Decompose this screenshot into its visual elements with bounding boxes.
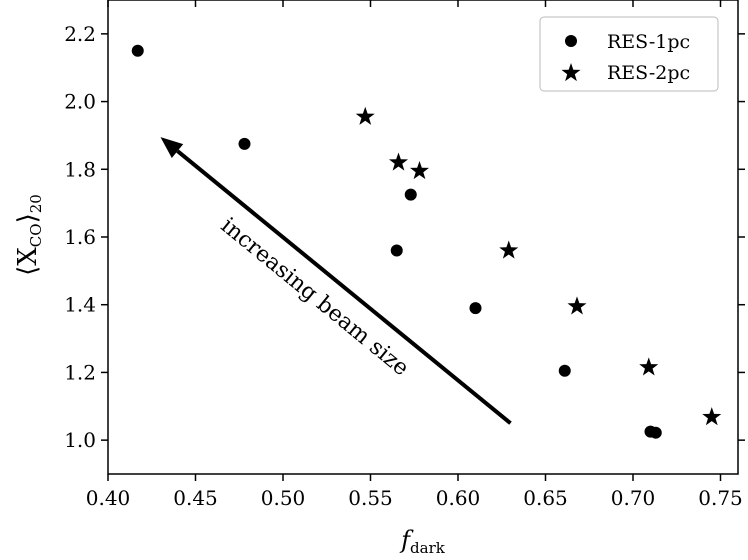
data-points [131,44,722,439]
x-tick-label: 0.55 [348,486,393,510]
point-res-2pc [409,160,430,180]
y-tick-label: 2.2 [64,22,96,46]
legend-label-res-2pc: RES-2pc [607,62,690,84]
legend-marker-res-1pc [565,35,577,47]
y-tick-label: 1.4 [64,293,96,317]
y-tick-label: 1.8 [64,157,96,181]
arrow-shaft [176,149,512,425]
point-res-2pc [388,152,409,171]
legend-box [539,16,719,92]
point-res-1pc [469,302,482,315]
y-axis-ticks: 1.0 1.2 1.4 1.6 1.8 2.0 2.2 [64,22,745,452]
y-tick-label: 2.0 [64,90,96,114]
x-tick-label: 0.45 [173,486,218,510]
annotation-label: increasing beam size [216,213,414,381]
x-tick-label: 0.60 [436,486,481,510]
y-axis-label: ⟨XCO⟩20 [13,194,45,276]
x-axis-ticks: 0.40 0.45 0.50 0.55 0.60 0.65 0.70 0.75 [86,0,743,510]
point-res-1pc [238,137,251,150]
point-res-2pc [567,296,587,315]
arrow-head [160,137,184,158]
point-res-2pc [702,407,722,426]
point-res-2pc [355,106,375,125]
point-res-1pc [558,364,571,377]
point-res-1pc [404,188,417,201]
legend: RES-1pc RES-2pc [539,16,719,92]
x-tick-label: 0.50 [261,486,306,510]
point-res-1pc [390,244,403,257]
annotation: increasing beam size [160,137,512,425]
legend-label-res-1pc: RES-1pc [607,31,690,53]
y-tick-label: 1.6 [64,225,96,249]
point-res-1pc [131,44,144,57]
y-tick-label: 1.2 [64,360,96,384]
point-res-2pc [639,357,659,376]
point-res-2pc [499,240,519,259]
legend-marker-res-2pc [561,63,581,82]
plot-frame [107,0,739,475]
point-res-1pc [649,426,662,439]
x-tick-label: 0.70 [611,486,656,510]
x-tick-label: 0.75 [698,486,743,510]
y-tick-label: 1.0 [64,428,96,452]
x-tick-label: 0.40 [86,486,131,510]
x-axis-label: fdark [399,526,446,557]
x-tick-label: 0.65 [523,486,568,510]
